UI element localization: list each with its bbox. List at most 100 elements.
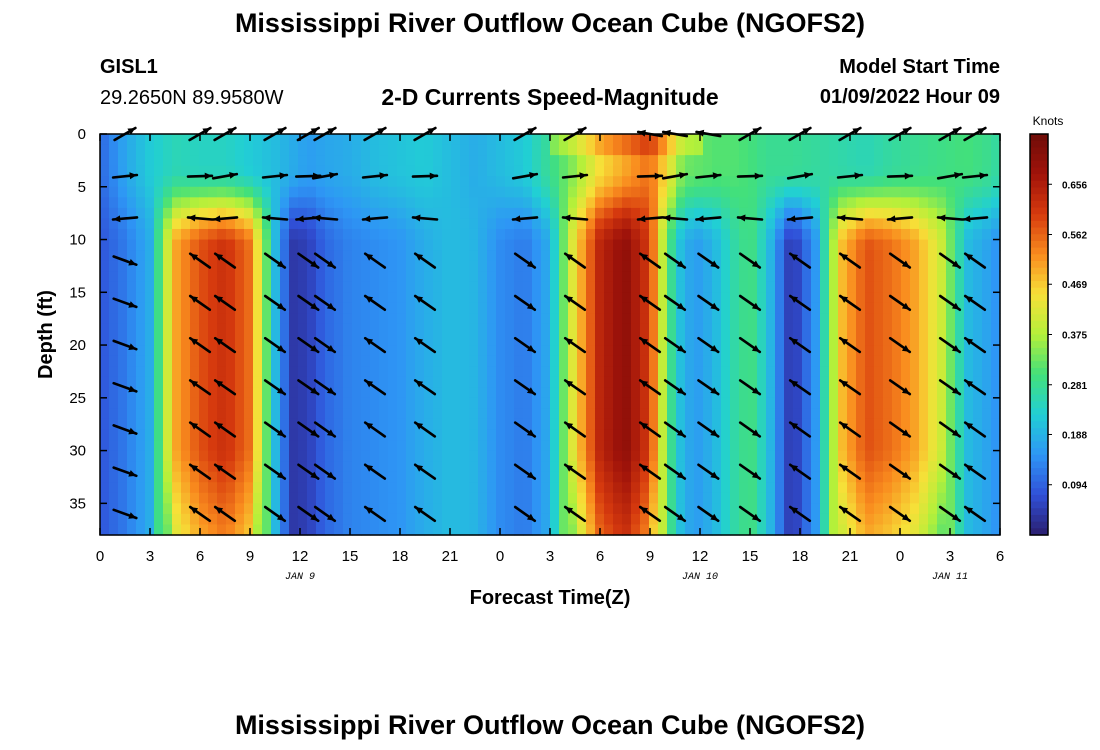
heatmap-cell: [703, 450, 713, 462]
heatmap-cell: [109, 397, 119, 409]
heatmap-cell: [919, 271, 929, 283]
heatmap-cell: [991, 429, 1001, 441]
heatmap-cell: [793, 239, 803, 251]
heatmap-cell: [847, 302, 857, 314]
current-arrow-head: [128, 259, 137, 266]
heatmap-cell: [190, 239, 200, 251]
heatmap-cell: [577, 313, 587, 325]
heatmap-cell: [811, 239, 821, 251]
heatmap-cell: [748, 281, 758, 293]
heatmap-cell: [766, 165, 776, 177]
heatmap-cell: [388, 408, 398, 420]
heatmap-cell: [874, 144, 884, 156]
heatmap-cell: [253, 408, 263, 420]
heatmap-cell: [379, 440, 389, 452]
heatmap-cell: [469, 155, 479, 167]
heatmap-cell: [523, 323, 533, 336]
heatmap-cell: [505, 387, 515, 399]
heatmap-cell: [676, 218, 686, 230]
heatmap-cell: [631, 271, 641, 283]
heatmap-cell: [208, 144, 218, 156]
heatmap-cell: [352, 355, 362, 367]
heatmap-cell: [730, 513, 740, 526]
heatmap-cell: [226, 218, 236, 230]
heatmap-cell: [901, 503, 911, 515]
heatmap-cell: [595, 450, 605, 462]
heatmap-cell: [541, 387, 551, 399]
heatmap-cell: [622, 366, 632, 378]
heatmap-cell: [964, 186, 974, 198]
heatmap-cell: [442, 461, 452, 473]
heatmap-cell: [532, 408, 542, 420]
heatmap-cell: [451, 366, 461, 378]
heatmap-cell: [163, 492, 173, 504]
heatmap-cell: [964, 450, 974, 462]
heatmap-cell: [127, 292, 137, 304]
heatmap-cell: [451, 345, 461, 357]
heatmap-cell: [550, 250, 560, 262]
heatmap-cell: [271, 492, 281, 504]
heatmap-cell: [316, 313, 326, 325]
heatmap-cell: [811, 408, 821, 420]
heatmap-cell: [244, 482, 254, 494]
heatmap-cell: [820, 345, 830, 357]
heatmap-cell: [784, 176, 794, 188]
heatmap-cell: [829, 408, 839, 420]
current-arrow-head: [188, 214, 196, 222]
heatmap-cell: [676, 397, 686, 409]
heatmap-cell: [226, 376, 236, 388]
heatmap-cell: [793, 186, 803, 198]
heatmap-cell: [685, 429, 695, 441]
heatmap-cell: [856, 513, 866, 526]
heatmap-cell: [775, 134, 785, 146]
heatmap-cell: [325, 271, 335, 283]
heatmap-cell: [784, 440, 794, 452]
heatmap-cell: [145, 186, 155, 198]
heatmap-cell: [802, 176, 812, 188]
current-arrow: [661, 172, 689, 180]
heatmap-cell: [604, 503, 614, 515]
heatmap-cell: [586, 440, 596, 452]
heatmap-cell: [433, 239, 443, 251]
heatmap-cell: [262, 450, 272, 462]
heatmap-cell: [856, 155, 866, 167]
heatmap-cell: [991, 218, 1001, 230]
heatmap-cell: [424, 524, 434, 536]
heatmap-cell: [262, 492, 272, 504]
heatmap-cell: [802, 165, 812, 177]
heatmap-cell: [577, 218, 587, 230]
heatmap-cell: [136, 461, 146, 473]
heatmap-cell: [820, 165, 830, 177]
heatmap-cell: [820, 313, 830, 325]
heatmap-cell: [316, 228, 326, 241]
heatmap-cell: [631, 482, 641, 494]
heatmap-cell: [613, 260, 623, 272]
heatmap-cell: [100, 408, 110, 420]
heatmap-cell: [658, 239, 668, 251]
current-arrow-head: [415, 422, 424, 430]
heatmap-cell: [298, 313, 308, 325]
heatmap-cell: [622, 492, 632, 504]
heatmap-cell: [190, 408, 200, 420]
heatmap-cell: [145, 482, 155, 494]
heatmap-cell: [145, 250, 155, 262]
heatmap-cell: [829, 418, 839, 431]
heatmap-cell: [388, 207, 398, 220]
heatmap-cell: [460, 197, 470, 209]
heatmap-cell: [739, 387, 749, 399]
heatmap-cell: [226, 418, 236, 431]
heatmap-cell: [892, 524, 902, 536]
heatmap-cell: [550, 355, 560, 367]
heatmap-cell: [388, 302, 398, 314]
current-arrow: [836, 172, 864, 180]
heatmap-cell: [100, 165, 110, 177]
heatmap-cell: [784, 492, 794, 504]
current-arrow-head: [710, 429, 719, 437]
heatmap-cell: [955, 207, 965, 220]
heatmap-cell: [649, 302, 659, 314]
heatmap-cell: [919, 355, 929, 367]
heatmap-cell: [703, 207, 713, 220]
heatmap-cell: [532, 281, 542, 293]
heatmap-cell: [820, 302, 830, 314]
heatmap-cell: [559, 355, 569, 367]
